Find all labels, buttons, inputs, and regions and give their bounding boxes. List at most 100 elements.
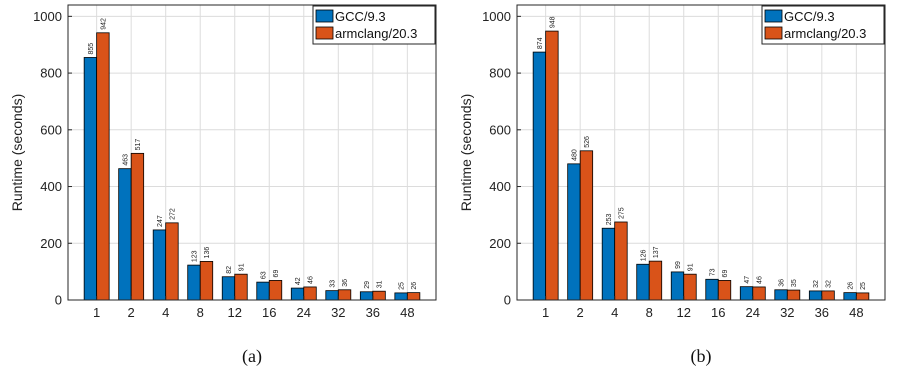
x-tick-label: 24 xyxy=(297,305,311,320)
data-label: 480 xyxy=(571,149,578,161)
bar-armclang-24 xyxy=(303,286,317,301)
data-label: 137 xyxy=(653,246,660,258)
x-tick-label: 4 xyxy=(611,305,618,320)
bar-armclang-32 xyxy=(786,289,801,301)
x-tick-label: 2 xyxy=(128,305,135,320)
legend-swatch xyxy=(764,9,783,23)
y-tick-label: 0 xyxy=(55,293,62,308)
data-label: 136 xyxy=(204,247,211,259)
bar-armclang-48 xyxy=(406,292,421,301)
data-label: 99 xyxy=(675,261,682,269)
bar-gcc-4 xyxy=(152,229,167,301)
bar-gcc-16 xyxy=(256,281,270,301)
bar-armclang-4 xyxy=(614,221,628,301)
bar-armclang-16 xyxy=(268,280,283,301)
y-tick-label: 200 xyxy=(40,236,62,251)
bar-gcc-1 xyxy=(532,51,547,301)
data-label: 42 xyxy=(295,277,302,285)
data-label: 26 xyxy=(411,282,418,290)
bar-gcc-8 xyxy=(187,264,201,301)
bar-gcc-2 xyxy=(567,163,581,301)
data-label: 463 xyxy=(122,154,129,166)
bar-gcc-1 xyxy=(83,57,98,301)
x-tick-label: 48 xyxy=(849,305,863,320)
data-label: 526 xyxy=(584,136,591,148)
x-tick-label: 36 xyxy=(366,305,380,320)
x-tick-label: 32 xyxy=(780,305,794,320)
bar-gcc-32 xyxy=(325,290,339,301)
bar-gcc-36 xyxy=(359,291,374,301)
x-tick-label: 36 xyxy=(815,305,829,320)
y-tick-label: 400 xyxy=(489,179,511,194)
y-tick-label: 800 xyxy=(489,66,511,81)
y-tick-label: 1000 xyxy=(482,9,511,24)
y-axis-label: Runtime (seconds) xyxy=(458,94,474,212)
data-label: 73 xyxy=(710,268,717,276)
x-tick-label: 1 xyxy=(93,305,100,320)
data-label: 855 xyxy=(88,43,95,55)
axes-box xyxy=(67,4,437,301)
bar-gcc-8 xyxy=(636,263,650,301)
bar-gcc-48 xyxy=(394,292,408,301)
bar-gcc-12 xyxy=(670,271,685,301)
legend-label: GCC/9.3 xyxy=(784,9,835,24)
bar-gcc-36 xyxy=(808,290,823,301)
x-tick-label: 12 xyxy=(677,305,691,320)
data-label: 36 xyxy=(342,279,349,287)
y-tick-label: 1000 xyxy=(33,9,62,24)
x-tick-label: 8 xyxy=(646,305,653,320)
data-label: 82 xyxy=(226,266,233,274)
data-label: 253 xyxy=(606,213,613,225)
data-label: 29 xyxy=(364,281,371,289)
legend-swatch xyxy=(315,26,334,40)
bar-gcc-24 xyxy=(290,287,305,301)
data-label: 47 xyxy=(744,276,751,284)
x-tick-label: 2 xyxy=(577,305,584,320)
bar-armclang-8 xyxy=(199,261,214,301)
bar-armclang-36 xyxy=(821,290,835,301)
bar-armclang-24 xyxy=(752,286,766,301)
data-label: 91 xyxy=(687,263,694,271)
data-label: 126 xyxy=(640,249,647,261)
bar-armclang-16 xyxy=(717,280,732,301)
data-label: 36 xyxy=(779,279,786,287)
bar-gcc-16 xyxy=(705,278,719,301)
x-tick-label: 8 xyxy=(197,305,204,320)
data-label: 942 xyxy=(100,18,107,30)
data-label: 272 xyxy=(169,208,176,220)
x-tick-label: 4 xyxy=(162,305,169,320)
bar-armclang-48 xyxy=(855,292,870,301)
legend-label: armclang/20.3 xyxy=(784,26,866,41)
y-tick-label: 0 xyxy=(504,293,511,308)
data-label: 275 xyxy=(618,207,625,219)
bar-gcc-48 xyxy=(843,292,857,301)
bar-armclang-1 xyxy=(96,32,110,301)
data-label: 25 xyxy=(399,282,406,290)
x-tick-label: 48 xyxy=(400,305,414,320)
x-tick-label: 1 xyxy=(542,305,549,320)
data-label: 46 xyxy=(308,276,315,284)
caption: (b) xyxy=(691,346,712,367)
data-label: 32 xyxy=(813,280,820,288)
bar-armclang-12 xyxy=(234,273,248,301)
x-tick-label: 24 xyxy=(746,305,760,320)
legend-label: GCC/9.3 xyxy=(335,9,386,24)
bar-gcc-12 xyxy=(221,276,236,301)
data-label: 517 xyxy=(135,139,142,151)
bar-armclang-4 xyxy=(165,222,179,301)
bar-gcc-32 xyxy=(774,289,788,301)
y-tick-label: 800 xyxy=(40,66,62,81)
data-label: 247 xyxy=(157,215,164,227)
data-label: 32 xyxy=(826,280,833,288)
data-label: 26 xyxy=(848,282,855,290)
y-tick-label: 600 xyxy=(489,122,511,137)
legend: GCC/9.3 armclang/20.3 xyxy=(312,5,436,45)
data-label: 874 xyxy=(537,37,544,49)
bar-armclang-1 xyxy=(545,30,559,301)
data-label: 31 xyxy=(377,280,384,288)
x-tick-label: 32 xyxy=(331,305,345,320)
y-axis-label: Runtime (seconds) xyxy=(9,94,25,212)
bar-armclang-2 xyxy=(130,152,145,301)
